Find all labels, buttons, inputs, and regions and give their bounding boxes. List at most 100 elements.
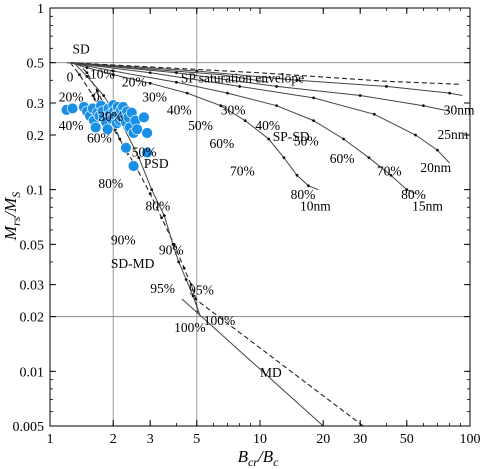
- annotation-label: 10nm: [300, 198, 331, 213]
- y-axis-title: Mrs/MS: [1, 192, 23, 241]
- annotation-label: 60%: [330, 151, 355, 166]
- curve-marker: [414, 133, 417, 137]
- curve-marker: [160, 216, 164, 220]
- y-tick-label: 0.5: [27, 57, 45, 72]
- x-tick-label: 100: [460, 432, 481, 447]
- curve-marker: [185, 91, 189, 95]
- data-point: [101, 123, 114, 135]
- annotation-label: 40%: [255, 118, 280, 133]
- model-curve: [181, 298, 324, 427]
- data-point: [66, 102, 79, 115]
- model-curve: [73, 62, 201, 317]
- data-point: [141, 146, 153, 159]
- x-tick-label: 1: [47, 432, 54, 447]
- data-point: [138, 111, 150, 124]
- curve-marker: [306, 184, 310, 188]
- curve-marker: [171, 242, 175, 246]
- data-point: [89, 121, 102, 134]
- curve-marker: [243, 119, 247, 122]
- annotation-label: 80%: [146, 198, 171, 213]
- annotation-label: 40%: [59, 118, 84, 133]
- curve-marker: [195, 69, 199, 73]
- annotation-label: SD: [73, 42, 91, 57]
- x-tick-label: 10: [253, 432, 267, 447]
- annotation-label: SD-MD: [111, 256, 155, 271]
- annotation-label: 100%: [204, 313, 236, 328]
- annotation-label: 90%: [159, 242, 184, 257]
- model-curves: [66, 62, 463, 427]
- model-curve: [70, 62, 319, 191]
- curve-marker: [238, 85, 242, 88]
- curve-marker: [219, 104, 223, 108]
- curve-marker: [295, 78, 299, 82]
- curve-marker: [282, 156, 286, 160]
- curve-marker: [91, 94, 95, 97]
- curve-marker: [385, 85, 388, 88]
- curve-marker: [184, 278, 188, 281]
- x-tick-label: 50: [400, 432, 414, 447]
- data-point: [127, 160, 140, 172]
- model-curve: [69, 62, 199, 313]
- y-tick-label: 1: [37, 2, 44, 17]
- x-tick-label: 2: [110, 432, 117, 447]
- annotation-label: 20%: [59, 90, 84, 105]
- x-tick-label: 20: [316, 432, 330, 447]
- annotation-label: 20nm: [420, 160, 451, 175]
- annotation-label: 90%: [111, 232, 136, 247]
- x-tick-label: 3: [147, 432, 154, 447]
- annotation-label: 30%: [142, 90, 167, 105]
- model-curve: [70, 62, 463, 96]
- curve-marker: [148, 81, 152, 85]
- annotation-label: 30%: [221, 102, 246, 117]
- curve-marker: [137, 156, 141, 160]
- curve-marker: [275, 85, 279, 88]
- annotation-label: PSD: [144, 156, 169, 171]
- curve-marker: [372, 112, 376, 116]
- curve-marker: [177, 260, 181, 264]
- data-point: [141, 127, 153, 139]
- model-curve: [70, 62, 450, 164]
- data-point: [131, 123, 143, 135]
- curve-marker: [118, 137, 122, 141]
- curve-marker: [175, 80, 178, 84]
- axis-titles: Bcr/Bc Mrs/MS: [1, 192, 279, 469]
- curve-marker: [175, 71, 178, 75]
- annotation-label: 50%: [132, 145, 157, 160]
- annotation-label: 10%: [90, 66, 115, 81]
- curve-marker: [295, 173, 299, 177]
- curve-marker: [111, 69, 115, 73]
- annotation-label: 70%: [230, 163, 255, 178]
- curve-marker: [162, 214, 166, 217]
- curve-marker: [312, 119, 316, 122]
- model-curve: [70, 62, 461, 85]
- data-point: [120, 142, 132, 154]
- annotation-label: 50%: [188, 118, 213, 133]
- annotation-label: SP saturation envelope: [181, 70, 304, 85]
- y-tick-label: 0.3: [27, 97, 45, 112]
- x-tick-label: 5: [193, 432, 200, 447]
- curve-marker: [95, 89, 99, 93]
- x-tick-label: 30: [353, 432, 367, 447]
- curve-marker: [148, 71, 152, 75]
- annotations: SD0 10%20%20% 0 30%40%50%60%30%40%50%60%70%…: [59, 42, 475, 380]
- curve-marker: [267, 137, 271, 141]
- curve-marker: [436, 148, 439, 152]
- annotation-label: SP-SD: [273, 129, 310, 144]
- annotation-label: 40%: [167, 102, 192, 117]
- model-curve: [66, 62, 269, 83]
- y-tick-label: 0.1: [27, 184, 45, 199]
- model-curve: [199, 301, 364, 427]
- curve-marker: [85, 71, 89, 75]
- curve-marker: [148, 192, 152, 196]
- curve-marker: [226, 91, 229, 95]
- annotation-label: 80%: [98, 176, 123, 191]
- curve-marker: [422, 104, 425, 108]
- y-tick-label: 0.2: [27, 129, 45, 144]
- curve-marker: [85, 66, 89, 69]
- curve-marker: [342, 137, 345, 141]
- curve-marker: [389, 173, 393, 177]
- annotation-label: 60%: [87, 130, 112, 145]
- y-tick-label: 0.01: [20, 365, 45, 380]
- curve-marker: [367, 156, 371, 160]
